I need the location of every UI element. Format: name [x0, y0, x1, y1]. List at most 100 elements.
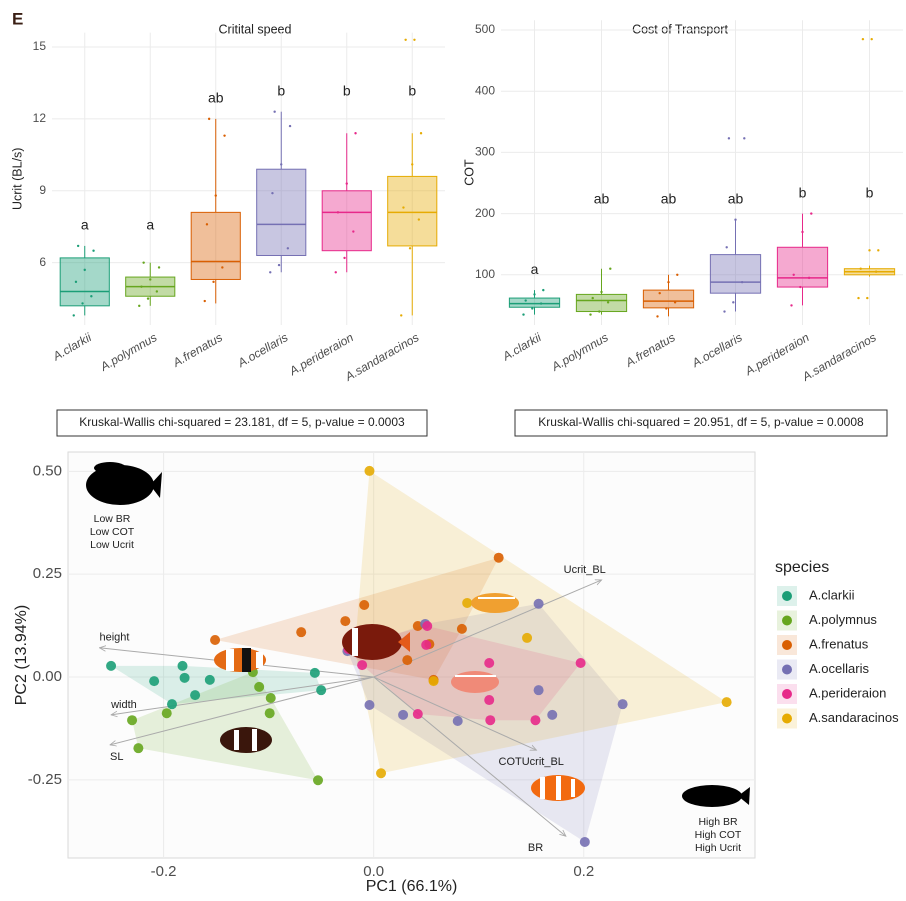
plot-background — [52, 33, 445, 325]
data-point — [149, 676, 159, 686]
data-point — [167, 699, 177, 709]
x-tick-label: A.ocellaris — [235, 330, 291, 370]
data-point — [522, 313, 524, 315]
data-point — [531, 307, 533, 309]
data-point — [810, 212, 812, 214]
significance-letter: b — [343, 82, 351, 98]
fish-icon — [531, 775, 585, 801]
data-point — [656, 315, 658, 317]
data-point — [723, 310, 725, 312]
data-point — [790, 304, 792, 306]
data-point — [398, 710, 408, 720]
data-point — [402, 206, 404, 208]
data-point — [357, 660, 367, 670]
box — [777, 247, 827, 287]
data-point — [273, 110, 275, 112]
data-point — [278, 264, 280, 266]
data-point — [206, 223, 208, 225]
y-tick-label: 0.25 — [33, 565, 62, 582]
significance-letter: ab — [208, 90, 224, 106]
fish-icon — [471, 593, 519, 613]
boxplot-panel: Cost of TransportCOT100200300400500A.cla… — [462, 20, 903, 436]
data-point — [799, 286, 801, 288]
data-point — [600, 291, 602, 293]
data-point — [140, 285, 142, 287]
boxplots: Critital speedUcrit (BL/s)691215A.clarki… — [10, 20, 903, 436]
data-point — [722, 697, 732, 707]
y-tick-label: 0.00 — [33, 668, 62, 685]
data-point — [618, 699, 628, 709]
legend-marker — [782, 616, 792, 626]
data-point — [289, 125, 291, 127]
x-tick-label: A.frenatus — [170, 330, 225, 370]
significance-letter: b — [866, 184, 874, 200]
data-point — [866, 297, 868, 299]
annotation: High Ucrit — [695, 842, 741, 854]
legend-label: A.ocellaris — [809, 661, 869, 676]
x-tick-label: A.polymnus — [548, 330, 610, 374]
data-point — [138, 305, 140, 307]
data-point — [190, 690, 200, 700]
y-tick-label: 6 — [39, 255, 46, 269]
annotation: High BR — [698, 816, 738, 828]
data-point — [142, 261, 144, 263]
annotation: Kruskal-Wallis chi-squared = 20.951, df … — [538, 415, 864, 429]
significance-letter: b — [799, 184, 807, 200]
y-tick-label: 100 — [475, 267, 495, 281]
data-point — [269, 271, 271, 273]
data-point — [875, 271, 877, 273]
y-tick-label: 9 — [39, 183, 46, 197]
data-point — [73, 314, 75, 316]
legend-label: A.perideraion — [809, 685, 886, 700]
data-point — [84, 269, 86, 271]
y-tick-label: 0.50 — [33, 462, 62, 479]
data-point — [81, 302, 83, 304]
data-point — [266, 693, 276, 703]
significance-letter: ab — [594, 190, 610, 206]
data-point — [422, 621, 432, 631]
biplot: -0.20.00.20.500.250.00-0.25PC1 (66.1%)PC… — [13, 452, 899, 895]
y-axis-label: PC2 (13.94%) — [13, 605, 30, 706]
data-point — [542, 289, 544, 291]
data-point — [877, 249, 879, 251]
legend-title: species — [775, 559, 829, 576]
data-point — [411, 163, 413, 165]
data-point — [860, 267, 862, 269]
loading-label: Ucrit_BL — [564, 564, 606, 576]
x-tick-label: A.ocellaris — [689, 330, 745, 370]
data-point — [868, 249, 870, 251]
data-point — [106, 661, 116, 671]
y-tick-label: 15 — [33, 39, 47, 53]
data-point — [215, 194, 217, 196]
annotation: Low BR — [94, 513, 131, 525]
data-point — [540, 302, 542, 304]
y-tick-label: 500 — [475, 22, 495, 36]
loading-label: SL — [110, 751, 123, 763]
data-point — [180, 673, 190, 683]
data-point — [147, 297, 149, 299]
data-point — [204, 300, 206, 302]
data-point — [77, 245, 79, 247]
data-point — [158, 266, 160, 268]
data-point — [354, 132, 356, 134]
box — [191, 212, 240, 279]
data-point — [589, 313, 591, 315]
legend-label: A.clarkii — [809, 587, 855, 602]
fish-icon — [451, 671, 499, 693]
data-point — [210, 635, 220, 645]
data-point — [178, 661, 188, 671]
legend-marker — [782, 640, 792, 650]
data-point — [316, 685, 326, 695]
data-point — [857, 297, 859, 299]
x-tick-label: A.sandaracinos — [799, 330, 879, 384]
panel-label: E — [12, 9, 23, 28]
box — [60, 258, 109, 306]
data-point — [340, 616, 350, 626]
data-point — [609, 267, 611, 269]
data-point — [149, 278, 151, 280]
data-point — [801, 231, 803, 233]
data-point — [462, 598, 472, 608]
data-point — [92, 250, 94, 252]
chart-title: Cost of Transport — [632, 22, 728, 36]
data-point — [404, 39, 406, 41]
